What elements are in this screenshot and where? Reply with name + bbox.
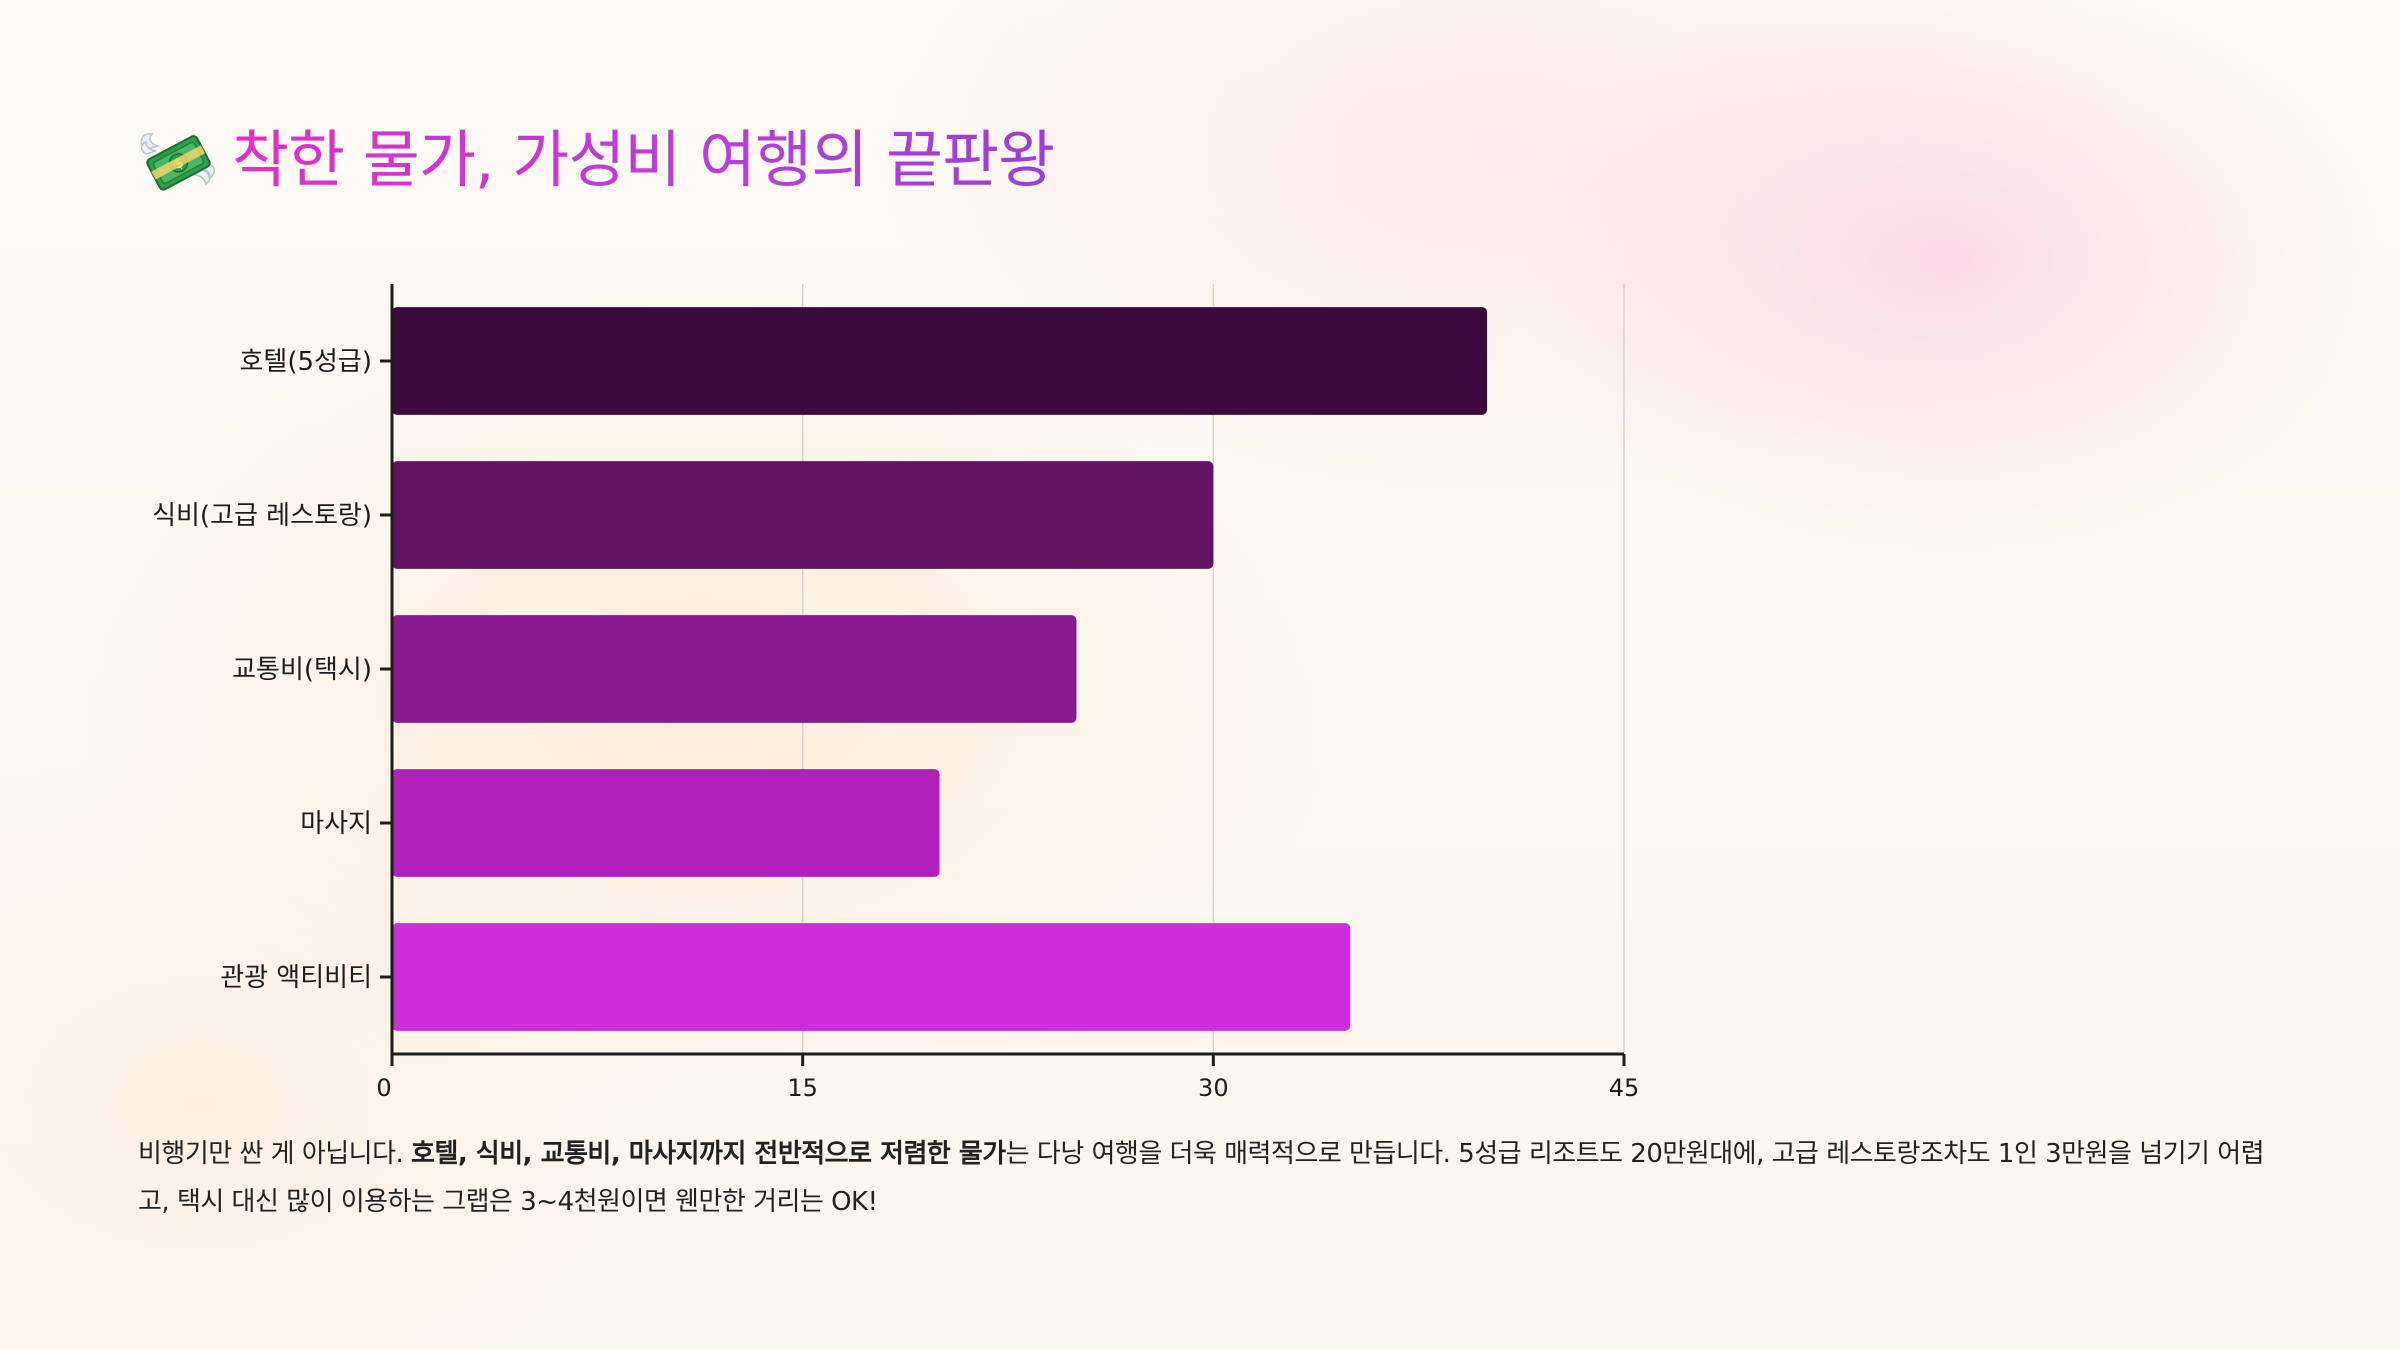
bar — [392, 769, 940, 877]
bar — [392, 307, 1488, 415]
description-bold: 호텔, 식비, 교통비, 마사지까지 전반적으로 저렴한 물가 — [411, 1139, 1006, 1169]
x-tick-label: 30 — [1198, 1074, 1229, 1102]
category-label: 교통비(택시) — [232, 655, 372, 685]
description-text: 비행기만 싼 게 아닙니다. 호텔, 식비, 교통비, 마사지까지 전반적으로 … — [138, 1130, 2268, 1226]
category-label: 호텔(5성급) — [239, 347, 372, 377]
title-row: $ 착한 물가, 가성비 여행의 끝판왕 — [138, 120, 1055, 200]
x-tick-label: 45 — [1609, 1074, 1640, 1102]
bar — [392, 923, 1351, 1031]
bar — [392, 615, 1077, 723]
page-title: 착한 물가, 가성비 여행의 끝판왕 — [232, 120, 1055, 200]
x-tick-label: 0 — [376, 1074, 391, 1102]
bar-layer — [392, 307, 1488, 1031]
description-part-1: 비행기만 싼 게 아닙니다. — [138, 1139, 412, 1169]
category-label: 마사지 — [300, 809, 372, 839]
category-label: 관광 액티비티 — [220, 963, 372, 993]
money-with-wings-icon: $ — [140, 133, 215, 191]
x-tick-label: 15 — [787, 1074, 818, 1102]
description-part-2: 는 다낭 여행을 더욱 매력적으로 만듭니다. 5성급 리조트도 20만원대에,… — [138, 1139, 2265, 1217]
bar — [392, 461, 1214, 569]
axis-layer — [380, 284, 1626, 1066]
category-label: 식비(고급 레스토랑) — [152, 501, 372, 531]
